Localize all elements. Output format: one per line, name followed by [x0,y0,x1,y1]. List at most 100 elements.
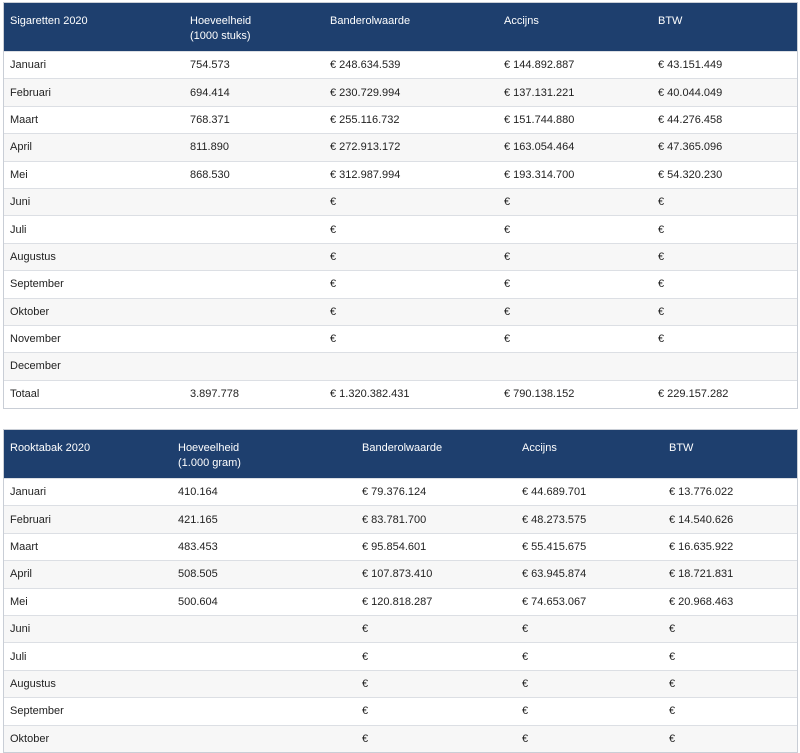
page: {"tables": [ {"header": ["Sigaretten 202… [3,2,798,753]
table-cell: € [652,187,797,216]
table-row: Januari 410.164 € 79.376.124 € 44.689.701 € … [4,477,797,506]
table-cell: € [516,642,663,671]
table-row: September € € € [4,270,797,299]
table-row: Augustus € € € [4,669,797,698]
table-cell: 508.505 [172,560,356,589]
table-cell: € [498,270,652,299]
table-cell: € [498,324,652,353]
table-cell [184,187,324,216]
table-row: Augustus € € € [4,242,797,271]
table-cell: 500.604 [172,587,356,616]
table-cell: € 312.987.994 [324,160,498,189]
table-cell: € 44.689.701 [516,477,663,506]
column-header: Sigaretten 2020 [4,3,184,52]
table-cell: 483.453 [172,532,356,561]
table-cell: € [663,724,797,753]
table-cell: Juni [4,614,172,643]
table-cell: € [663,669,797,698]
table-row: Oktober € € € [4,297,797,326]
table-cell [184,324,324,353]
table-cell: 868.530 [184,160,324,189]
table-cell: € 107.873.410 [356,560,516,589]
table-cell: Mei [4,587,172,616]
table-cell: € [324,270,498,299]
table-cell: € [324,242,498,271]
table-cell: € 44.276.458 [652,105,797,134]
table-row: Februari 694.414 € 230.729.994 € 137.131.22… [4,78,797,107]
column-header: Banderolwaarde [324,3,498,52]
table-cell: € 1.320.382.431 [324,379,498,408]
table-cell: € 74.653.067 [516,587,663,616]
table-cell: Januari [4,50,184,79]
table-cell: € [652,270,797,299]
table-cell [172,697,356,726]
table-cell: 421.165 [172,505,356,534]
column-header: BTW [663,430,797,479]
table-row: Februari 421.165 € 83.781.700 € 48.273.575 €… [4,505,797,534]
table-cell: April [4,133,184,162]
table-cell: € 272.913.172 [324,133,498,162]
table-cell: Oktober [4,724,172,753]
table-row: Oktober € € € [4,724,797,753]
column-header: Accijns [498,3,652,52]
table-row: Totaal 3.897.778 € 1.320.382.431 € 790.138.… [4,379,797,408]
table-cell: € 14.540.626 [663,505,797,534]
table-cell [652,352,797,381]
column-header: Banderolwaarde [356,430,516,479]
column-header: Hoeveelheid (1.000 gram) [172,430,356,479]
table-cell [324,352,498,381]
table-cell: September [4,697,172,726]
table-cell: Juli [4,642,172,671]
table-cell [184,215,324,244]
table-cell: € 120.818.287 [356,587,516,616]
table-cell: Juni [4,187,184,216]
table-cell: € [498,242,652,271]
table-cell: € 790.138.152 [498,379,652,408]
table-cell: € [663,642,797,671]
table-cell: € [498,215,652,244]
table-cell: € 137.131.221 [498,78,652,107]
table-cell: € [324,187,498,216]
table-cell: € 54.320.230 [652,160,797,189]
table-cell: Maart [4,105,184,134]
table-cell [172,669,356,698]
table-cell [172,614,356,643]
table-cell: € 248.634.539 [324,50,498,79]
table-cell: € 18.721.831 [663,560,797,589]
table-cell: € [356,614,516,643]
table-row: September € € € [4,697,797,726]
table-cell: Februari [4,505,172,534]
table-cell: € [498,187,652,216]
table-cell: € 40.044.049 [652,78,797,107]
table-cell: Mei [4,160,184,189]
table-cell: Augustus [4,669,172,698]
column-header: Hoeveelheid (1000 stuks) [184,3,324,52]
table-cell: € 16.635.922 [663,532,797,561]
table-cell: € 144.892.887 [498,50,652,79]
table-row: Maart 768.371 € 255.116.732 € 151.744.880 € … [4,105,797,134]
table-cell: € [356,642,516,671]
table-cell: € [356,724,516,753]
table-cell: € 83.781.700 [356,505,516,534]
table-cell: € 55.415.675 [516,532,663,561]
table-cell: € [324,215,498,244]
table-cell: € 193.314.700 [498,160,652,189]
table-cell: September [4,270,184,299]
table-cell: Augustus [4,242,184,271]
table-cell [498,352,652,381]
table-cell: € [652,215,797,244]
table-cell: € 229.157.282 [652,379,797,408]
table-cell: November [4,324,184,353]
data-table: Rooktabak 2020 Hoeveelheid (1.000 gram) Ba… [4,430,797,753]
table-cell: € 13.776.022 [663,477,797,506]
table-row: November € € € [4,324,797,353]
table-cell: € [498,297,652,326]
table-cell: € [324,297,498,326]
table-cell: 768.371 [184,105,324,134]
column-header: BTW [652,3,797,52]
table-cell: € [516,724,663,753]
table-cell [184,297,324,326]
table-row: Mei 868.530 € 312.987.994 € 193.314.700 € 54… [4,160,797,189]
table-row: April 508.505 € 107.873.410 € 63.945.874 € 1… [4,560,797,589]
table-row: Juli € € € [4,215,797,244]
